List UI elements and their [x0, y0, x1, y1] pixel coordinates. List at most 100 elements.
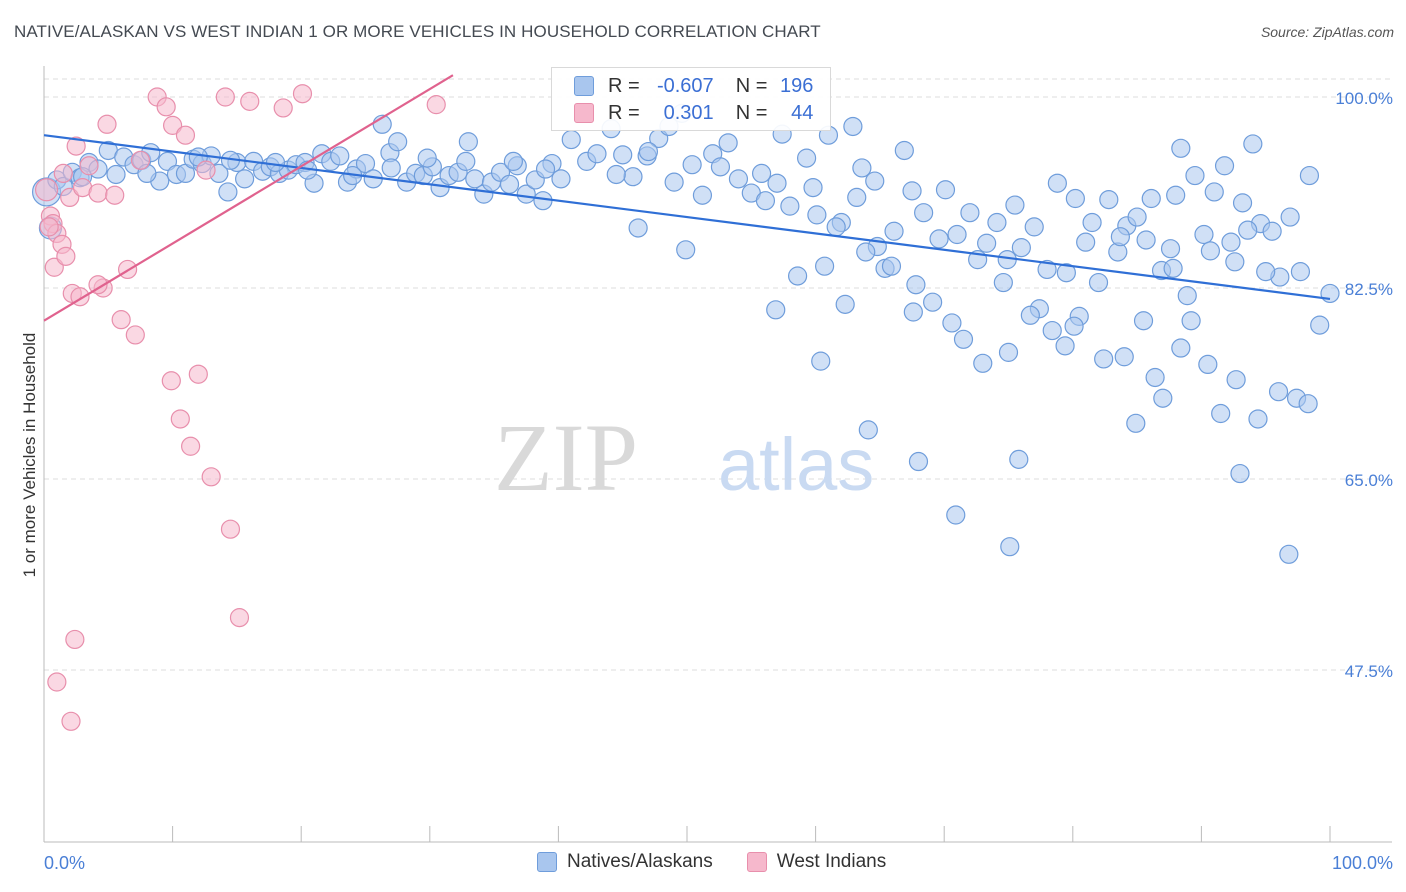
native-point: [1214, 156, 1235, 176]
native-point: [796, 148, 817, 168]
native-point: [1160, 239, 1181, 259]
native-point: [1221, 232, 1241, 252]
native-point: [1163, 258, 1183, 278]
west-indian-point: [88, 183, 108, 203]
native-point: [946, 505, 966, 525]
west-indian-point: [188, 364, 208, 384]
native-point: [942, 313, 962, 333]
native-trend-line: [43, 134, 1331, 301]
native-point: [1055, 336, 1075, 356]
native-point: [1310, 315, 1330, 335]
native-point: [638, 141, 659, 162]
watermark-atlas: atlas: [718, 423, 874, 506]
native-point: [1042, 320, 1062, 341]
legend-item-natives[interactable]: Natives/Alaskans: [537, 851, 713, 873]
west-indian-point: [111, 310, 131, 330]
west-indian-point: [201, 467, 221, 487]
series-legend: Natives/Alaskans West Indians: [537, 851, 920, 873]
native-point: [787, 266, 808, 286]
native-point: [1088, 272, 1109, 293]
west-indian-point: [56, 246, 76, 266]
west-indian-point: [97, 114, 117, 134]
native-point: [235, 169, 255, 189]
native-point: [923, 292, 943, 312]
native-point: [1037, 259, 1057, 280]
native-point: [947, 224, 967, 245]
west-indian-point: [175, 125, 196, 145]
legend-r-label: R =: [608, 101, 640, 124]
legend-item-west-indians[interactable]: West Indians: [746, 851, 886, 873]
west-indian-point: [426, 95, 446, 115]
native-point: [1056, 263, 1076, 283]
native-point: [914, 203, 934, 223]
y-tick-label: 82.5%: [1345, 280, 1393, 299]
native-point: [1065, 188, 1085, 209]
native-point: [728, 169, 749, 189]
native-point: [516, 184, 536, 204]
native-point: [1200, 241, 1221, 261]
native-point: [1126, 413, 1146, 433]
native-point: [613, 145, 633, 165]
stats-legend: R = -0.607 N = 196 R = 0.301 N = 44: [551, 67, 831, 131]
west-indian-point: [181, 436, 201, 456]
native-point: [767, 173, 787, 193]
native-point: [780, 196, 800, 216]
west-indian-point: [130, 150, 151, 170]
native-point: [1204, 182, 1224, 202]
native-point: [903, 302, 923, 322]
native-point: [1243, 134, 1263, 154]
native-point: [718, 133, 738, 153]
native-point: [587, 144, 607, 164]
native-point: [1136, 230, 1156, 250]
legend-r-value: 0.301: [663, 101, 714, 124]
native-point: [1011, 238, 1031, 258]
legend-row-natives: R = -0.607 N = 196: [574, 73, 813, 99]
native-point: [987, 212, 1007, 233]
west-indian-point: [125, 325, 145, 345]
native-point: [1064, 316, 1084, 336]
native-point: [960, 203, 980, 223]
west-indian-point: [47, 672, 67, 692]
native-point: [858, 420, 878, 440]
native-point: [977, 233, 997, 253]
native-point: [935, 180, 956, 200]
legend-swatch-pink: [574, 103, 594, 123]
native-point: [1166, 185, 1186, 205]
native-point: [330, 146, 350, 166]
native-point: [843, 116, 863, 137]
watermark-zip: ZIP: [494, 404, 638, 511]
native-point: [1145, 367, 1165, 388]
native-point: [1238, 220, 1258, 240]
native-point: [1094, 349, 1114, 369]
native-point: [692, 185, 713, 205]
native-point: [1320, 283, 1340, 304]
legend-row-west-indians: R = 0.301 N = 44: [574, 100, 813, 126]
native-point: [1099, 189, 1119, 210]
west-indian-point: [196, 160, 216, 180]
native-point: [1177, 286, 1197, 306]
native-point: [1185, 165, 1205, 186]
native-point: [417, 148, 437, 168]
native-point: [503, 151, 523, 171]
legend-r-label: R =: [608, 74, 640, 97]
native-point: [1230, 463, 1250, 484]
native-point: [355, 153, 376, 174]
native-point: [884, 221, 904, 241]
native-point: [826, 217, 846, 237]
native-point: [1290, 262, 1311, 282]
native-point: [856, 242, 876, 262]
native-point: [847, 187, 867, 208]
native-point: [499, 174, 520, 194]
source-label: Source: ZipAtlas.com: [1260, 24, 1394, 40]
native-point: [458, 132, 478, 152]
native-point: [881, 256, 902, 276]
west-indian-trend-line: [43, 74, 454, 322]
native-point: [1280, 207, 1300, 227]
native-point: [894, 140, 914, 161]
native-point: [755, 191, 776, 211]
native-point: [906, 275, 926, 295]
legend-n-value: 44: [791, 101, 814, 124]
legend-swatch-natives: [537, 852, 557, 872]
west-indian-point: [39, 217, 59, 237]
native-point: [561, 129, 581, 150]
